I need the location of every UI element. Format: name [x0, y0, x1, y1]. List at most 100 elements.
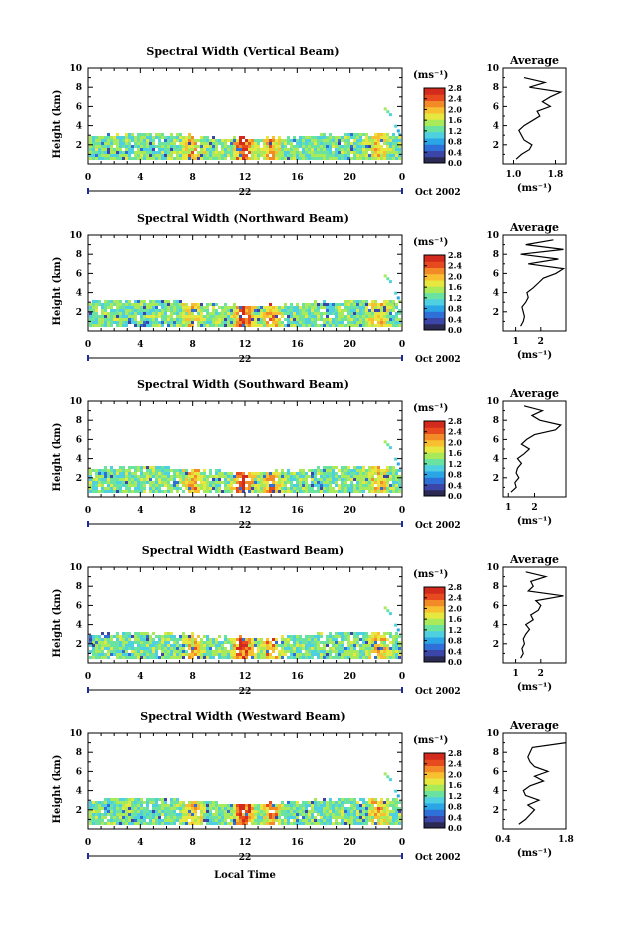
colorbar-tick-label: 1.6: [448, 282, 462, 292]
heatmap-cell: [362, 151, 365, 154]
heatmap-cell: [353, 810, 356, 813]
heatmap-cell: [137, 638, 140, 641]
colorbar-segment: [424, 815, 445, 823]
average-x-tick-label: 1: [505, 503, 511, 513]
heatmap-cell: [383, 309, 386, 312]
heatmap-cell: [107, 819, 110, 822]
x-tick-label: 20: [343, 838, 356, 848]
heatmap-cell: [281, 801, 284, 804]
heatmap-cell: [164, 136, 167, 139]
heatmap-cell: [98, 300, 101, 303]
heatmap-cell: [128, 475, 131, 478]
heatmap-cell: [257, 490, 260, 493]
heatmap-cell: [155, 484, 158, 487]
heatmap-cell: [143, 148, 146, 151]
heatmap-cell: [107, 638, 110, 641]
heatmap-cell: [335, 136, 338, 139]
heatmap-cell: [188, 656, 191, 659]
heatmap-cell: [299, 475, 302, 478]
heatmap-cell: [254, 315, 257, 318]
heatmap-cell: [92, 321, 95, 324]
heatmap-cell: [332, 312, 335, 315]
heatmap-cell: [95, 487, 98, 490]
heatmap-cell: [182, 641, 185, 644]
heatmap-cell: [305, 312, 308, 315]
heatmap-cell: [125, 469, 128, 472]
heatmap-cell: [146, 804, 149, 807]
heatmap-cell: [173, 650, 176, 653]
heatmap-cell: [368, 139, 371, 142]
heatmap-cell: [197, 321, 200, 324]
heatmap-cell: [92, 641, 95, 644]
heatmap-cell: [245, 822, 248, 825]
heatmap-cell: [341, 641, 344, 644]
heatmap-cell: [266, 478, 269, 481]
heatmap-cell: [194, 807, 197, 810]
heatmap-cell: [293, 157, 296, 160]
heatmap-cell: [392, 475, 395, 478]
heatmap-cell: [179, 478, 182, 481]
heatmap-cell: [284, 151, 287, 154]
heatmap-cell: [371, 303, 374, 306]
heatmap-cell: [182, 804, 185, 807]
heatmap-cell: [110, 139, 113, 142]
heatmap-cell: [275, 481, 278, 484]
heatmap-cell: [362, 324, 365, 327]
heatmap-cell: [320, 804, 323, 807]
heatmap-cell: [341, 157, 344, 160]
heatmap-cell: [395, 145, 398, 148]
heatmap-cell: [257, 154, 260, 157]
heatmap-cell: [191, 469, 194, 472]
heatmap-cell: [302, 653, 305, 656]
heatmap: [89, 606, 401, 659]
heatmap-cell: [341, 638, 344, 641]
heatmap-cell: [332, 481, 335, 484]
heatmap-cell: [362, 484, 365, 487]
heatmap-cell: [95, 475, 98, 478]
heatmap-cell: [218, 816, 221, 819]
heatmap-cell: [230, 656, 233, 659]
heatmap-cell: [101, 312, 104, 315]
heatmap-cell: [359, 804, 362, 807]
heatmap-cell: [164, 804, 167, 807]
heatmap-cell: [200, 154, 203, 157]
heatmap-cell: [380, 656, 383, 659]
heatmap-cell: [92, 801, 95, 804]
heatmap-cell: [242, 490, 245, 493]
heatmap-cell: [197, 822, 200, 825]
heatmap-cell: [218, 472, 221, 475]
heatmap-cell: [320, 324, 323, 327]
heatmap-cell: [143, 819, 146, 822]
heatmap-cell: [377, 484, 380, 487]
heatmap-cell: [293, 139, 296, 142]
heatmap-cell: [203, 816, 206, 819]
heatmap-cell: [299, 819, 302, 822]
heatmap-cell: [194, 475, 197, 478]
heatmap-cell: [95, 306, 98, 309]
heatmap-cell: [284, 650, 287, 653]
heatmap-cell: [122, 142, 125, 145]
heatmap-cell: [242, 807, 245, 810]
heatmap-cell: [305, 641, 308, 644]
heatmap-cell: [203, 810, 206, 813]
heatmap-cell: [314, 822, 317, 825]
heatmap-cell: [182, 136, 185, 139]
heatmap-cell: [101, 478, 104, 481]
heatmap-cell: [155, 813, 158, 816]
average-y-tick-label: 10: [486, 729, 499, 739]
heatmap-cell: [302, 472, 305, 475]
heatmap-cell: [302, 478, 305, 481]
heatmap-cell: [191, 481, 194, 484]
heatmap-cell: [206, 151, 209, 154]
heatmap-cell: [296, 475, 299, 478]
heatmap-cell: [89, 807, 92, 810]
heatmap-cell: [206, 484, 209, 487]
heatmap-cell: [122, 303, 125, 306]
heatmap-cell: [323, 650, 326, 653]
heatmap-cell: [185, 810, 188, 813]
heatmap-cell: [299, 487, 302, 490]
heatmap-cell: [245, 139, 248, 142]
heatmap-cell: [170, 819, 173, 822]
heatmap-cell: [173, 478, 176, 481]
heatmap-cell: [131, 798, 134, 801]
